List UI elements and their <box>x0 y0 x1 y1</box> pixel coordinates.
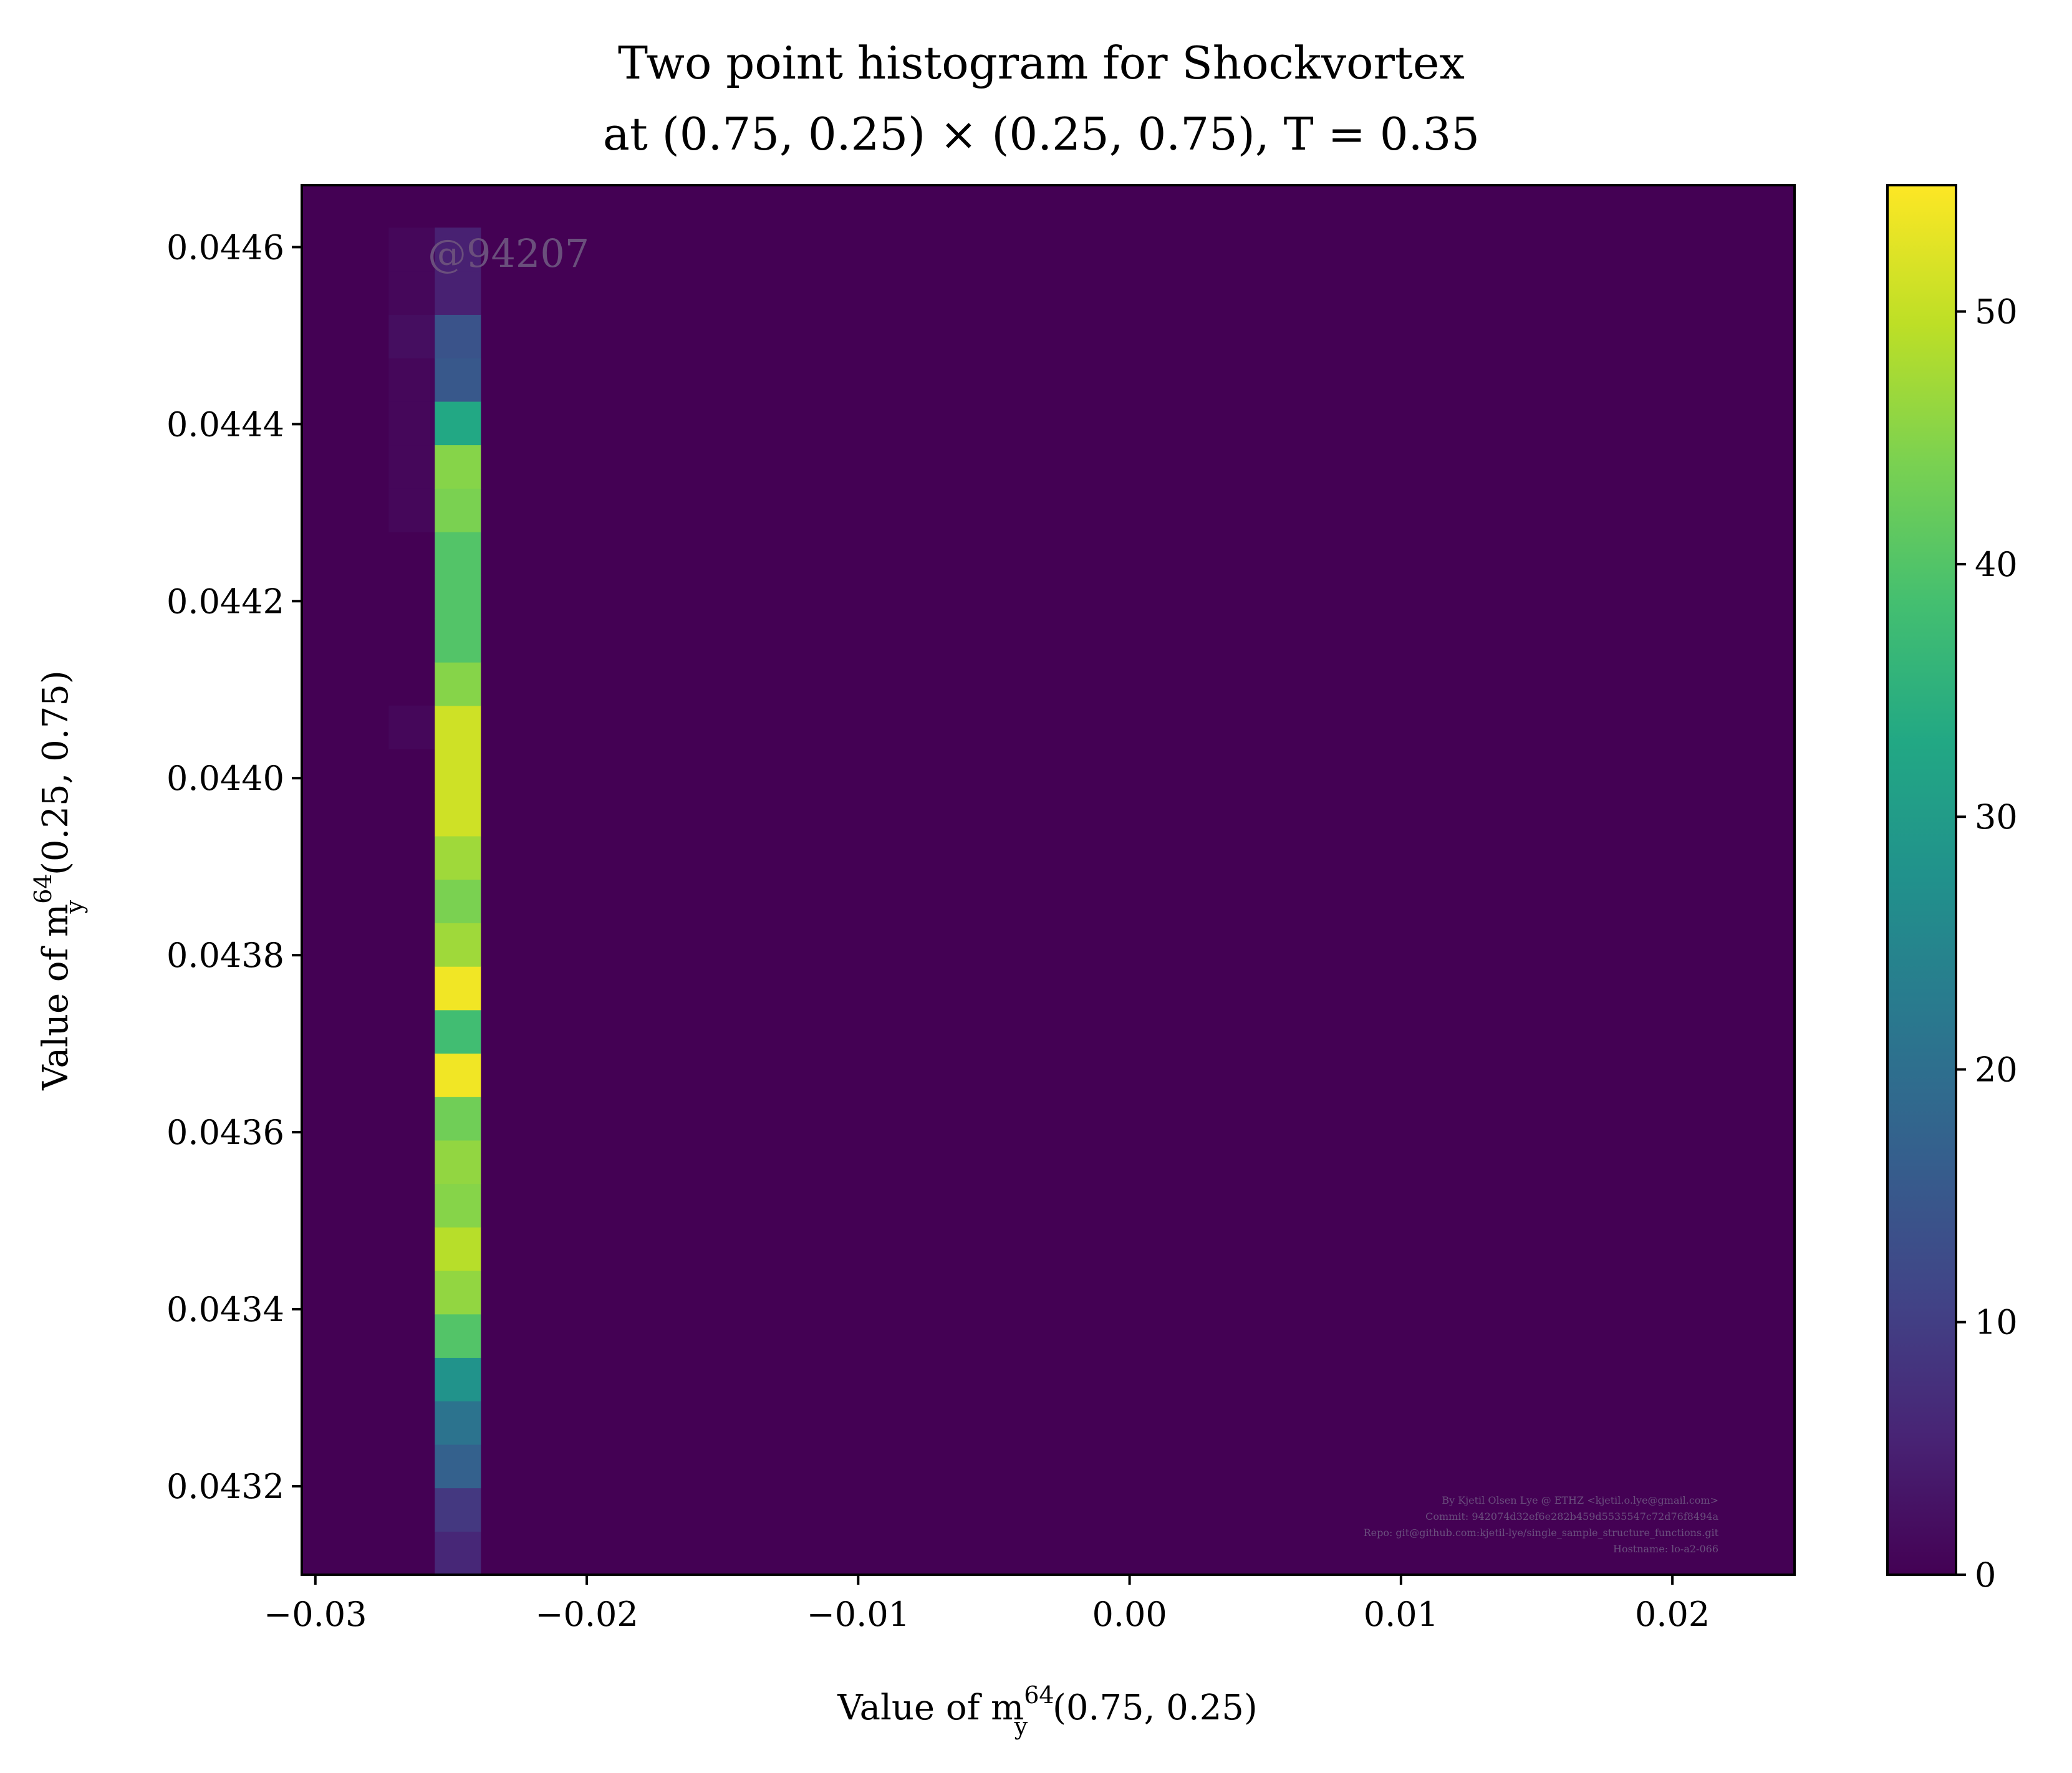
histogram-cell <box>435 1401 481 1445</box>
histogram-cell <box>435 749 481 793</box>
histogram-cell <box>435 575 481 619</box>
credit-line-author: By Kjetil Olsen Lye @ ETHZ <kjetil.o.lye… <box>1442 1494 1718 1506</box>
histogram-cell <box>435 1271 481 1315</box>
colorbar-ticks: 0 10 20 30 40 50 <box>1956 292 2018 1595</box>
histogram-cell <box>435 1140 481 1184</box>
x-axis-label-sup: 64 <box>1024 1681 1054 1709</box>
y-tick-label: 0.0440 <box>166 759 284 798</box>
histogram-cell <box>388 314 435 358</box>
histogram-cell <box>388 488 435 532</box>
histogram-cell <box>435 1314 481 1358</box>
x-tick-label: −0.03 <box>264 1595 367 1634</box>
histogram-cell <box>435 792 481 837</box>
colorbar-tick-label: 0 <box>1975 1555 1996 1595</box>
histogram-cell <box>435 1487 481 1532</box>
histogram-cell <box>435 705 481 750</box>
y-axis-label: Value of m64y (0.25, 0.75) <box>29 670 88 1090</box>
histogram-cell <box>435 401 481 446</box>
x-tick-label: −0.02 <box>535 1595 638 1634</box>
y-tick-label: 0.0436 <box>166 1113 284 1152</box>
histogram-cell <box>435 1183 481 1228</box>
histogram-cell <box>435 1531 481 1575</box>
x-axis-label-suffix: (0.75, 0.25) <box>1053 1688 1258 1728</box>
histogram-cells <box>388 228 481 1575</box>
y-axis-label-sup: 64 <box>29 873 57 903</box>
histogram-cell <box>435 271 481 315</box>
y-tick-label: 0.0444 <box>166 405 284 444</box>
x-tick-label: 0.00 <box>1092 1595 1167 1634</box>
colorbar-frame <box>1886 184 1957 1576</box>
x-tick-label: 0.02 <box>1635 1595 1710 1634</box>
histogram-cell <box>388 358 435 402</box>
colorbar-tick-label: 40 <box>1975 545 2018 584</box>
histogram-cell <box>435 314 481 358</box>
histogram-cell <box>435 358 481 402</box>
credit-line-commit: Commit: 942074d32ef6e282b459d5535547c72d… <box>1425 1511 1718 1522</box>
histogram-cell <box>435 835 481 880</box>
y-tick-label: 0.0438 <box>166 936 284 975</box>
histogram-cell <box>388 705 435 750</box>
colorbar-tick-label: 50 <box>1975 292 2018 332</box>
credit-block: By Kjetil Olsen Lye @ ETHZ <kjetil.o.lye… <box>1364 1494 1719 1555</box>
histogram-cell <box>435 618 481 663</box>
histogram-cell <box>435 444 481 489</box>
x-axis-label: Value of m64 y (0.75, 0.25) <box>837 1681 1257 1740</box>
y-tick-label: 0.0442 <box>166 582 284 621</box>
credit-line-repo: Repo: git@github.com:kjetil-lye/single_s… <box>1364 1527 1719 1539</box>
histogram-cell <box>435 228 481 272</box>
histogram-cell <box>388 444 435 489</box>
y-tick-label: 0.0446 <box>166 228 284 267</box>
histogram-cell <box>435 1444 481 1489</box>
histogram-cell <box>435 488 481 532</box>
y-axis-ticks: 0.0432 0.0434 0.0436 0.0438 0.0440 0.0442 0.04… <box>166 228 302 1506</box>
colorbar: 0 10 20 30 40 50 <box>1886 184 2018 1595</box>
chart-title-line2: at (0.75, 0.25) × (0.25, 0.75), T = 0.35 <box>603 108 1480 160</box>
chart-title-line1: Two point histogram for Shockvortex <box>618 37 1465 89</box>
x-tick-label: 0.01 <box>1364 1595 1438 1634</box>
x-tick-label: −0.01 <box>807 1595 910 1634</box>
histogram-cell <box>435 662 481 706</box>
colorbar-tick-label: 30 <box>1975 797 2018 837</box>
histogram-cell <box>435 1357 481 1401</box>
histogram-cell <box>435 1227 481 1271</box>
plot-background <box>302 185 1795 1575</box>
plot-frame <box>301 184 1796 1576</box>
histogram-cell <box>388 401 435 446</box>
watermark-text: @94207 <box>428 231 589 276</box>
histogram-cell <box>388 228 435 272</box>
histogram-cell <box>388 271 435 315</box>
colorbar-tick-label: 20 <box>1975 1050 2018 1089</box>
y-axis-label-prefix: Value of m <box>36 904 76 1091</box>
histogram-cell <box>435 532 481 576</box>
y-tick-label: 0.0432 <box>166 1467 284 1506</box>
y-tick-label: 0.0434 <box>166 1290 284 1329</box>
colorbar-tick-label: 10 <box>1975 1303 2018 1342</box>
colorbar-gradient <box>1887 185 1956 1575</box>
y-axis-label-sub: y <box>60 900 88 914</box>
x-axis-ticks: −0.03 −0.02 −0.01 0.00 0.01 0.02 <box>264 1575 1710 1634</box>
y-axis-label-suffix: (0.25, 0.75) <box>36 670 76 875</box>
histogram-cell <box>435 1009 481 1054</box>
histogram-cell <box>435 923 481 967</box>
histogram-cell <box>435 966 481 1011</box>
x-axis-label-prefix: Value of m <box>837 1688 1024 1728</box>
x-axis-label-sub: y <box>1014 1713 1028 1740</box>
plot-area: @94207 By Kjetil Olsen Lye @ ETHZ <kjeti… <box>301 184 1796 1576</box>
histogram-cell <box>435 1097 481 1141</box>
credit-line-hostname: Hostname: lo-a2-066 <box>1613 1543 1718 1555</box>
histogram-cell <box>435 1053 481 1097</box>
histogram-cell <box>435 879 481 923</box>
